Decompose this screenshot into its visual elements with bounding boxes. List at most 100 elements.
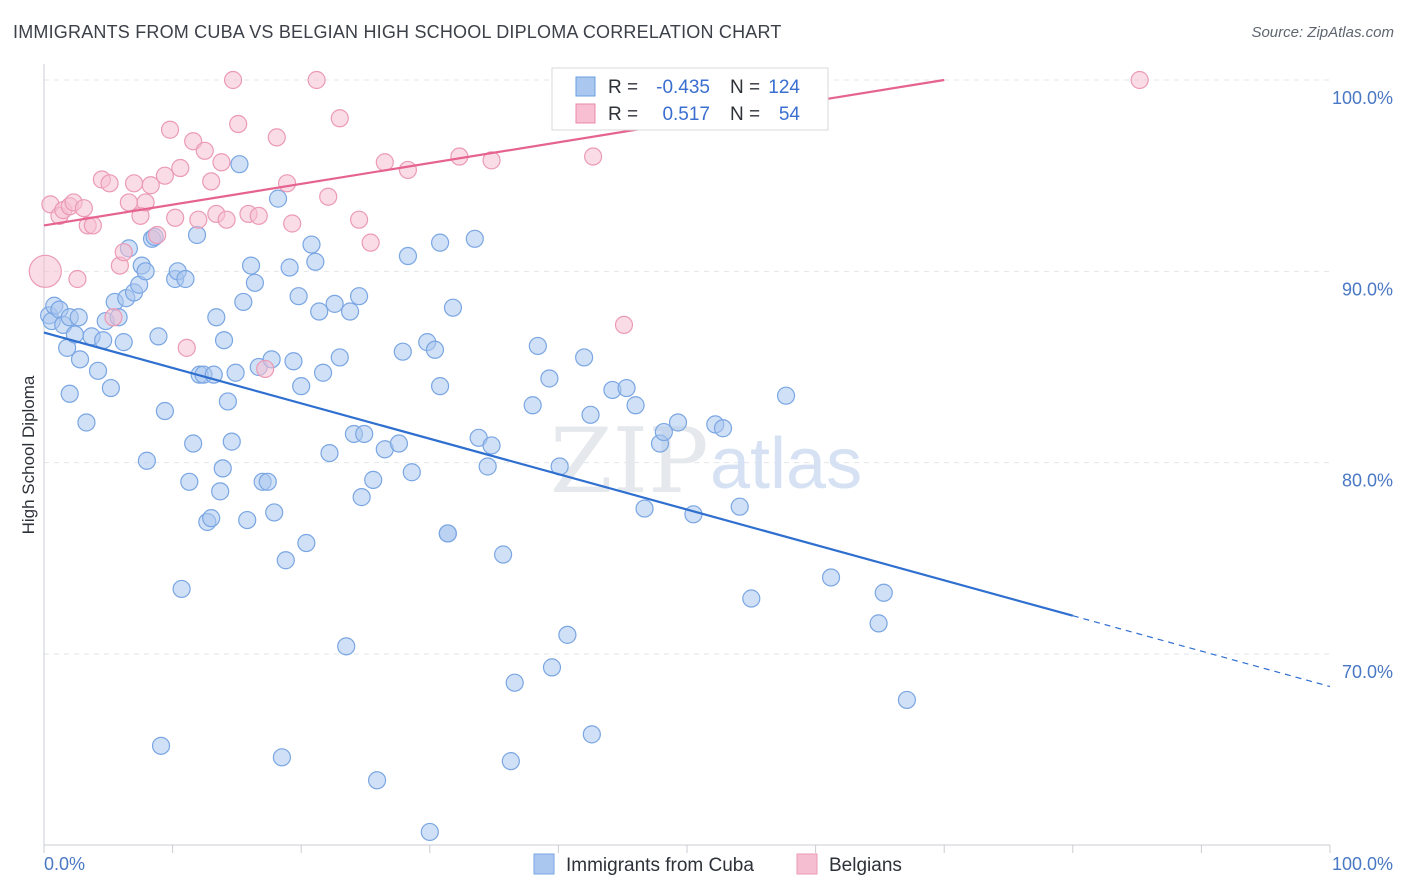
- legend-n-label: N =: [730, 104, 760, 125]
- data-point-belgians: [160, 120, 180, 139]
- data-point-belgians: [155, 166, 174, 185]
- data-point-cuba: [340, 302, 360, 321]
- data-point-cuba: [214, 331, 234, 350]
- data-point-belgians: [614, 315, 634, 335]
- data-point-cuba: [238, 510, 257, 530]
- data-point-cuba: [187, 225, 207, 245]
- series-belgians-points: [28, 70, 1149, 379]
- data-point-cuba: [528, 336, 547, 356]
- legend-box: [551, 67, 829, 131]
- data-point-belgians: [171, 158, 190, 178]
- watermark-atlas: atlas: [710, 424, 862, 504]
- data-point-belgians: [584, 147, 603, 166]
- data-point-cuba: [430, 233, 450, 252]
- data-point-cuba: [617, 378, 636, 398]
- data-point-belgians: [189, 210, 208, 229]
- data-point-cuba: [874, 583, 893, 602]
- legend-r-label: R =: [608, 104, 638, 125]
- data-point-cuba: [482, 436, 501, 455]
- data-point-cuba: [330, 348, 349, 367]
- data-point-cuba: [202, 509, 221, 528]
- trend-line-cuba-projection: [1072, 615, 1331, 688]
- watermark: ZIP atlas: [550, 409, 862, 514]
- data-point-cuba: [70, 350, 90, 369]
- data-point-belgians: [202, 172, 221, 191]
- data-point-belgians: [136, 193, 155, 212]
- data-point-cuba: [149, 327, 168, 346]
- data-point-cuba: [443, 298, 463, 317]
- bottom-legend-swatch-cuba: [533, 853, 555, 875]
- data-point-cuba: [684, 505, 703, 524]
- data-point-cuba: [420, 822, 439, 842]
- data-point-cuba: [582, 725, 601, 744]
- data-point-belgians: [74, 199, 93, 218]
- data-point-cuba: [310, 302, 329, 321]
- data-point-cuba: [430, 377, 450, 396]
- data-point-cuba: [523, 396, 542, 415]
- data-point-cuba: [137, 451, 156, 470]
- data-point-cuba: [207, 308, 226, 327]
- data-point-cuba: [821, 568, 841, 587]
- data-point-belgians: [256, 359, 275, 379]
- data-point-cuba: [352, 488, 371, 507]
- y-tick-label: 100.0%: [1332, 88, 1393, 108]
- data-point-cuba: [558, 625, 577, 644]
- data-point-cuba: [626, 396, 645, 415]
- bottom-legend-label-belgians: Belgians: [829, 855, 902, 876]
- data-point-belgians: [330, 109, 349, 128]
- data-point-cuba: [155, 401, 174, 421]
- legend-n-label: N =: [730, 77, 760, 98]
- axes: 100.0% 90.0% 80.0% 70.0% 0.0% 100.0% High Scho…: [19, 64, 1393, 874]
- legend-swatch-belgians: [575, 103, 596, 124]
- data-point-belgians: [124, 174, 144, 193]
- data-point-cuba: [88, 361, 108, 380]
- data-point-cuba: [297, 533, 316, 553]
- data-point-cuba: [292, 377, 311, 396]
- data-point-cuba: [289, 287, 308, 306]
- data-point-belgians: [307, 70, 326, 90]
- data-point-cuba: [222, 432, 241, 451]
- data-point-belgians: [212, 153, 231, 172]
- data-point-cuba: [226, 363, 245, 382]
- data-point-cuba: [575, 348, 594, 367]
- data-point-belgians: [361, 233, 380, 252]
- bottom-legend-swatch-belgians: [796, 853, 818, 875]
- data-point-cuba: [367, 771, 387, 790]
- data-point-belgians: [141, 176, 160, 195]
- data-point-cuba: [276, 551, 295, 570]
- data-point-cuba: [313, 363, 333, 382]
- legend: R = -0.435 N = 124 R = 0.517 N = 54: [551, 67, 829, 131]
- data-point-cuba: [268, 189, 288, 208]
- legend-n-value: 124: [768, 77, 800, 98]
- data-point-cuba: [542, 658, 562, 677]
- data-point-cuba: [349, 287, 369, 306]
- data-point-cuba: [180, 472, 199, 491]
- data-point-cuba: [635, 499, 654, 518]
- data-point-cuba: [713, 419, 733, 438]
- data-point-belgians: [223, 70, 243, 90]
- data-point-cuba: [114, 333, 133, 352]
- data-point-cuba: [320, 444, 339, 463]
- data-point-cuba: [742, 589, 761, 608]
- data-point-cuba: [730, 497, 749, 516]
- data-point-cuba: [654, 422, 673, 442]
- legend-r-value: -0.435: [656, 77, 710, 98]
- data-point-cuba: [284, 352, 303, 371]
- data-point-cuba: [230, 155, 249, 174]
- data-point-belgians: [267, 128, 286, 147]
- data-point-cuba: [280, 258, 299, 277]
- legend-swatch-cuba: [575, 76, 596, 97]
- legend-n-value: 54: [779, 104, 801, 125]
- data-point-cuba: [438, 524, 457, 543]
- chart-source: Source: ZipAtlas.com: [1251, 24, 1394, 41]
- y-tick-label: 70.0%: [1342, 662, 1393, 682]
- data-point-cuba: [241, 256, 261, 275]
- data-point-belgians: [229, 114, 248, 134]
- data-point-cuba: [494, 545, 513, 564]
- data-point-cuba: [234, 292, 253, 312]
- data-point-cuba: [77, 413, 96, 432]
- data-point-cuba: [540, 369, 559, 388]
- x-tick-label: 100.0%: [1332, 854, 1393, 874]
- data-point-belgians: [104, 308, 123, 327]
- data-point-cuba: [478, 457, 497, 476]
